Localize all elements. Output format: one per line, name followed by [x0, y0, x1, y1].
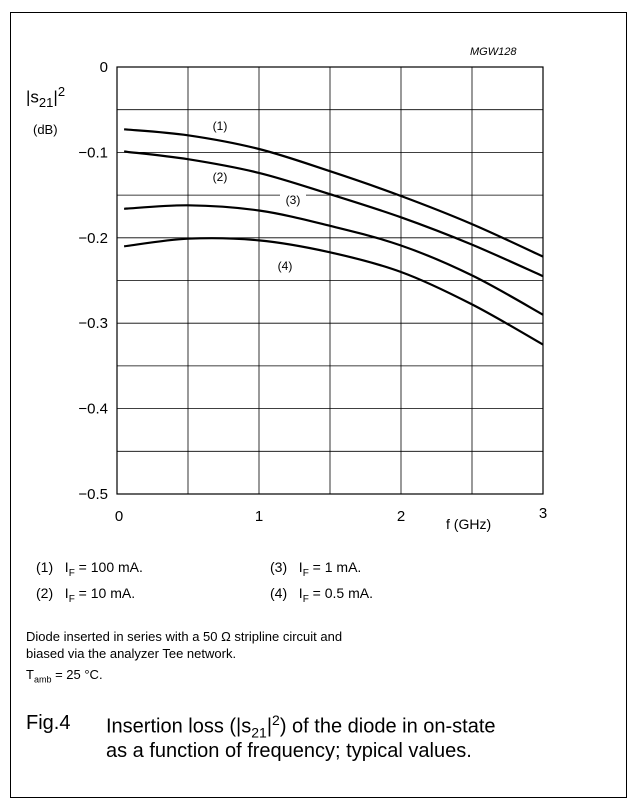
- series-label-bg: [207, 118, 233, 133]
- series-label-bg: [280, 192, 306, 207]
- y-tick-label: −0.2: [78, 230, 108, 247]
- y-axis-label-sub: 21: [38, 95, 54, 111]
- y-tick-label: −0.5: [78, 486, 108, 503]
- x-tick-label: 0: [115, 508, 123, 525]
- series-line-1: [123, 128, 544, 258]
- x-tick-label: 3: [539, 505, 547, 522]
- legend-sub: F: [68, 593, 75, 605]
- caption-c: ) of the diode in on-state: [279, 715, 496, 738]
- legend-val: = 1 mA.: [308, 559, 362, 575]
- y-tick-label: −0.3: [78, 315, 108, 332]
- tick-labels: 0 −0.1 −0.2 −0.3 −0.4 −0.5 0 1 2 3: [78, 59, 547, 525]
- y-axis-unit: (dB): [33, 122, 58, 137]
- tamb-val: = 25 °C.: [51, 667, 103, 682]
- x-tick-label: 1: [255, 508, 263, 525]
- legend-sub: F: [302, 593, 309, 605]
- plot-area-border: [116, 66, 544, 495]
- series-label-3: (3): [286, 193, 301, 207]
- legend-val: = 10 mA.: [74, 585, 136, 601]
- legend-num: (3): [270, 559, 288, 575]
- note-line-2: biased via the analyzer Tee network.: [26, 646, 237, 661]
- figure-caption-line-1: Insertion loss (|s21|2) of the diode in …: [106, 712, 496, 741]
- caption-sub: 21: [251, 724, 267, 741]
- y-axis-label-main: |s: [26, 87, 39, 107]
- legend-item-4: (4) IF = 0.5 mA.: [270, 585, 373, 605]
- series-line-2: [123, 150, 544, 278]
- series-label-2: (2): [213, 170, 228, 184]
- note-line-1: Diode inserted in series with a 50 Ω str…: [26, 629, 343, 644]
- y-axis-label: |s21|2: [26, 84, 65, 110]
- series-label-bg: [272, 258, 298, 273]
- legend-num: (2): [36, 585, 54, 601]
- series-labels: (1) (2) (3) (4): [207, 118, 306, 273]
- legend-sym: I: [64, 585, 69, 601]
- legend-sym: I: [298, 559, 303, 575]
- legend-num: (1): [36, 559, 54, 575]
- note-tamb: Tamb = 25 °C.: [26, 667, 103, 685]
- y-tick-label: −0.4: [78, 401, 108, 418]
- series-label-4: (4): [278, 259, 293, 273]
- tamb-sym: T: [26, 667, 34, 682]
- caption-sup: 2: [272, 712, 280, 728]
- y-tick-label: 0: [100, 59, 108, 76]
- legend-sym: I: [298, 585, 303, 601]
- tamb-sub: amb: [33, 674, 52, 685]
- figure-code: MGW128: [470, 46, 517, 58]
- figure-frame: [10, 12, 627, 798]
- legend-val: = 0.5 mA.: [308, 585, 373, 601]
- series-line-3: [124, 204, 544, 316]
- figure-number: Fig.4: [26, 712, 71, 734]
- y-axis-label-bar: |: [53, 87, 58, 107]
- legend-sub: F: [302, 567, 309, 579]
- legend-item-3: (3) IF = 1 mA.: [270, 559, 361, 579]
- legend-item-2: (2) IF = 10 mA.: [36, 585, 135, 605]
- y-axis-label-sup: 2: [57, 84, 66, 99]
- legend-num: (4): [270, 585, 288, 601]
- series-line-4: [123, 237, 544, 346]
- legend-val: = 100 mA.: [74, 559, 143, 575]
- series-lines: [123, 128, 544, 346]
- legend-sym: I: [64, 559, 69, 575]
- x-axis-label: f (GHz): [446, 516, 492, 532]
- y-tick-label: −0.1: [78, 144, 108, 161]
- legend-sub: F: [68, 567, 75, 579]
- series-label-bg: [207, 169, 233, 184]
- legend-item-1: (1) IF = 100 mA.: [36, 559, 143, 579]
- series-label-1: (1): [213, 119, 228, 133]
- grid-lines: [117, 67, 543, 494]
- caption-a: Insertion loss (|s: [106, 715, 252, 738]
- figure-caption-line-2: as a function of frequency; typical valu…: [106, 740, 472, 762]
- x-tick-label: 2: [397, 508, 405, 525]
- caption-b: |: [266, 715, 273, 738]
